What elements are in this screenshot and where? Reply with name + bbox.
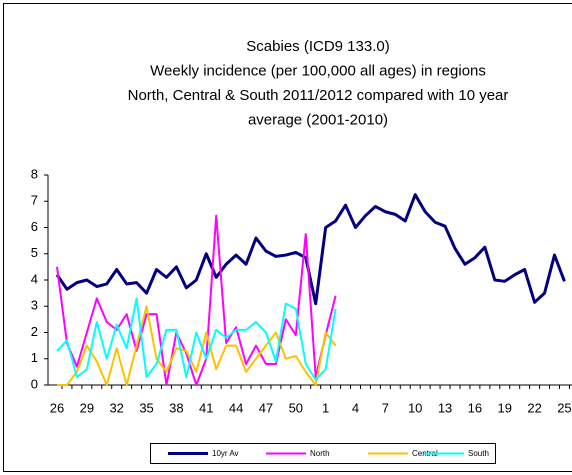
x-tick-label: 7 bbox=[382, 400, 389, 415]
chart-title: North, Central & South 2011/2012 compare… bbox=[128, 87, 509, 104]
legend-label: 10yr Av bbox=[212, 449, 239, 458]
y-tick-label: 5 bbox=[31, 245, 38, 260]
x-tick-label: 1 bbox=[322, 400, 329, 415]
x-tick-label: 22 bbox=[527, 400, 541, 415]
x-tick-label: 41 bbox=[199, 400, 213, 415]
y-tick-label: 3 bbox=[31, 298, 38, 313]
x-tick-label: 19 bbox=[498, 400, 512, 415]
legend-box bbox=[150, 443, 496, 464]
series-line bbox=[55, 193, 566, 306]
chart-border bbox=[3, 3, 572, 472]
x-tick-label: 10 bbox=[408, 400, 422, 415]
chart-title: Weekly incidence (per 100,000 all ages) … bbox=[150, 62, 486, 79]
y-tick-label: 2 bbox=[31, 324, 38, 339]
series-line bbox=[56, 297, 337, 381]
series-line bbox=[57, 305, 337, 386]
x-tick-label: 47 bbox=[259, 400, 273, 415]
x-tick-label: 26 bbox=[50, 400, 64, 415]
x-tick-label: 32 bbox=[109, 400, 123, 415]
chart-title: average (2001-2010) bbox=[248, 111, 388, 128]
x-tick-label: 29 bbox=[80, 400, 94, 415]
y-tick-label: 1 bbox=[31, 350, 38, 365]
x-tick-label: 44 bbox=[229, 400, 243, 415]
series-line bbox=[56, 214, 337, 386]
x-tick-label: 16 bbox=[468, 400, 482, 415]
y-tick-label: 7 bbox=[31, 193, 38, 208]
chart-title: Scabies (ICD9 133.0) bbox=[246, 38, 389, 55]
y-tick-label: 8 bbox=[31, 166, 38, 181]
x-tick-label: 13 bbox=[438, 400, 452, 415]
x-tick-label: 25 bbox=[557, 400, 571, 415]
x-tick-label: 35 bbox=[139, 400, 153, 415]
y-tick-label: 0 bbox=[31, 376, 38, 391]
x-tick-label: 38 bbox=[169, 400, 183, 415]
legend-label: North bbox=[310, 449, 330, 458]
y-tick-label: 6 bbox=[31, 219, 38, 234]
legend-label: South bbox=[468, 449, 489, 458]
y-tick-label: 4 bbox=[31, 271, 38, 286]
x-tick-label: 4 bbox=[352, 400, 359, 415]
x-tick-label: 50 bbox=[289, 400, 303, 415]
